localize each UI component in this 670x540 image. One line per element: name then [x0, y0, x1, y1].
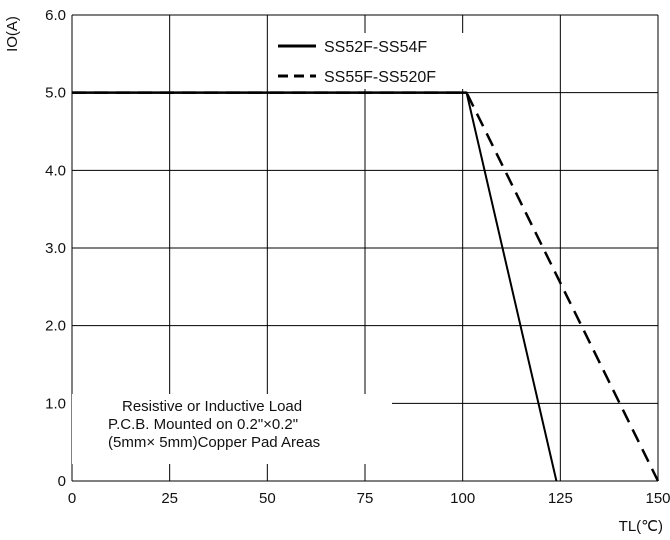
- legend-background: [268, 33, 473, 89]
- x-tick-label: 100: [450, 490, 475, 507]
- x-tick-label: 125: [548, 490, 573, 507]
- y-tick-label: 2.0: [45, 318, 66, 335]
- note-line-3: (5mm× 5mm)Copper Pad Areas: [108, 434, 320, 451]
- y-tick-label: 1.0: [45, 395, 66, 412]
- y-tick-label: 4.0: [45, 162, 66, 179]
- note-line-2: P.C.B. Mounted on 0.2"×0.2": [108, 416, 298, 433]
- x-tick-label: 50: [259, 490, 276, 507]
- legend-label-ss52f: SS52F-SS54F: [324, 39, 427, 56]
- legend: SS52F-SS54F SS55F-SS520F: [268, 33, 473, 89]
- y-tick-label: 5.0: [45, 85, 66, 102]
- y-tick-label: 3.0: [45, 240, 66, 257]
- x-tick-label: 25: [161, 490, 178, 507]
- note-background: [72, 394, 392, 464]
- note-line-1: Resistive or Inductive Load: [122, 398, 302, 415]
- x-tick-label: 75: [357, 490, 374, 507]
- x-axis-label: TL(℃): [619, 518, 663, 535]
- legend-label-ss55f: SS55F-SS520F: [324, 69, 436, 86]
- condition-note: Resistive or Inductive Load P.C.B. Mount…: [72, 394, 392, 464]
- y-tick-label: 6.0: [45, 7, 66, 24]
- y-tick-label: 0: [58, 473, 66, 490]
- x-tick-label: 0: [68, 490, 76, 507]
- x-tick-label: 150: [645, 490, 670, 507]
- y-axis-label: IO(A): [4, 16, 21, 52]
- series-lines: [72, 91, 660, 482]
- series-line-ss55f-ss520f: [72, 91, 660, 482]
- tick-labels: 0 25 50 75 100 125 150 0 1.0 2.0 3.0 4.0 5.0 6.0: [45, 7, 670, 507]
